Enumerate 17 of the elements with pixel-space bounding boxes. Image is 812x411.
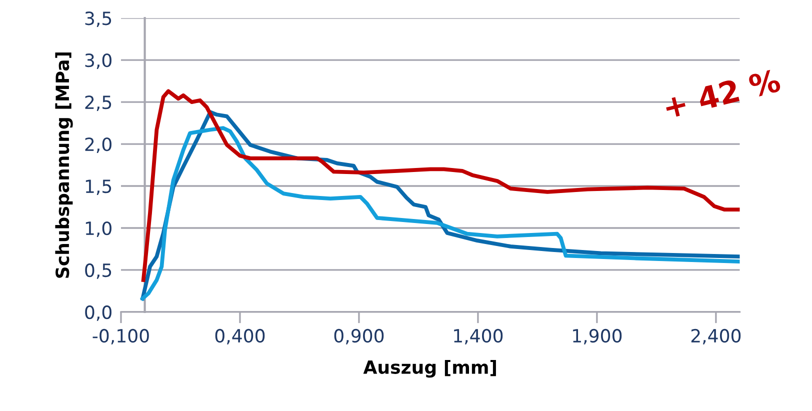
x-tick-label: 0,400 xyxy=(215,328,265,344)
x-tick-label: -0,100 xyxy=(92,328,149,344)
y-axis-title: Schubspannung [MPa] xyxy=(55,52,73,278)
x-axis-title: Auszug [mm] xyxy=(363,360,496,378)
y-tick-label: 0,5 xyxy=(85,263,112,279)
y-tick-label: 0,0 xyxy=(85,305,112,321)
x-tick-label: 0,900 xyxy=(334,328,384,344)
x-tick-label: 1,400 xyxy=(454,328,503,344)
x-tick-label: 2,400 xyxy=(691,328,741,344)
y-tick-label: 1,5 xyxy=(86,180,112,195)
y-tick-label: 2,0 xyxy=(85,137,112,153)
x-tick-label: 1,900 xyxy=(573,328,622,344)
y-tick-label: 3,0 xyxy=(85,54,112,70)
y-tick-label: 2,5 xyxy=(85,96,112,112)
y-tick-label: 3,5 xyxy=(85,12,112,28)
y-tick-label: 1,0 xyxy=(86,221,112,237)
annotation: + 42 % xyxy=(663,68,782,119)
